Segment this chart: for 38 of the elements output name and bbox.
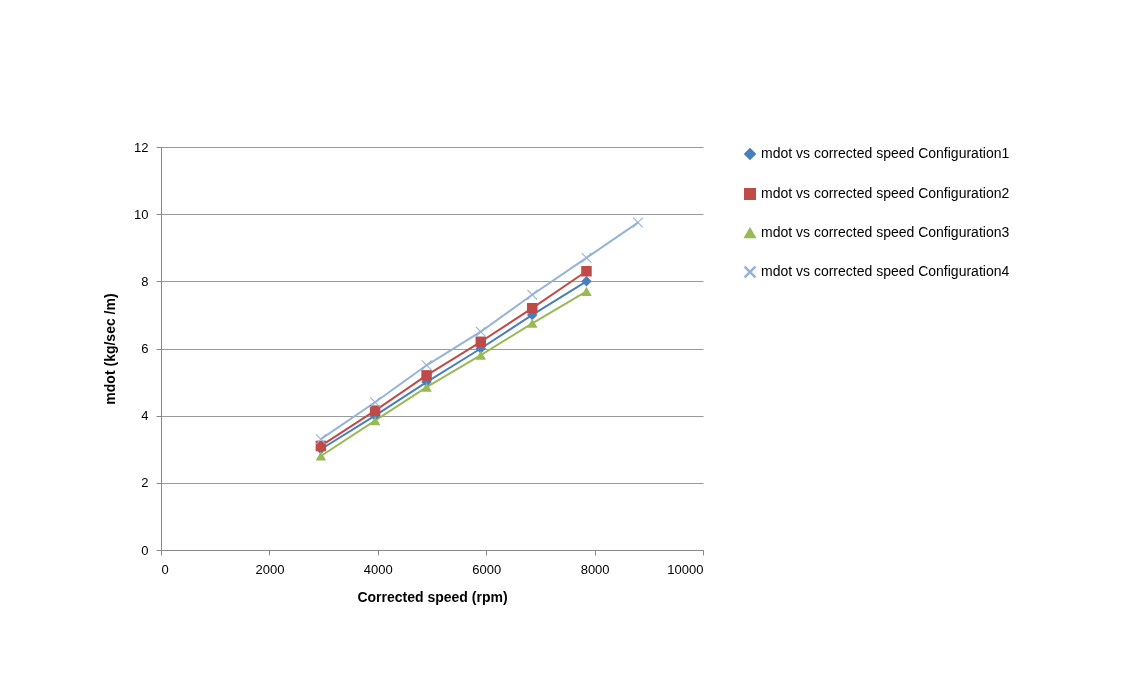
point: [315, 433, 327, 445]
y-tick-label: 4: [141, 408, 149, 424]
point: [475, 326, 487, 337]
y-axis-title: mdot (kg/sec /m): [102, 293, 119, 405]
y-tick-label: 2: [141, 475, 149, 491]
point: [421, 360, 432, 371]
legend-label: mdot vs corrected speed Configuration3: [761, 224, 1010, 240]
point: [475, 350, 487, 360]
legend-label: mdot vs corrected speed Configuration4: [761, 263, 1010, 279]
y-tick-label: 0: [141, 542, 149, 558]
x-tick-label: 4000: [363, 561, 393, 577]
x-tick-label: 10000: [667, 561, 704, 577]
point: [581, 286, 592, 296]
point: [421, 382, 432, 392]
point: [527, 289, 538, 301]
point: [527, 318, 538, 328]
point: [369, 416, 381, 426]
point: [369, 405, 381, 416]
point: [632, 217, 644, 228]
point: [581, 252, 592, 264]
x-tick-label: 2000: [255, 561, 285, 577]
x-tick-label: 8000: [580, 561, 610, 577]
x-tick-label: 6000: [472, 561, 502, 577]
point: [581, 266, 592, 277]
legend-label: mdot vs corrected speed Configuration1: [761, 145, 1010, 161]
x-tick-label: 0: [161, 561, 169, 577]
y-tick-label: 12: [134, 139, 149, 155]
point: [315, 451, 327, 461]
point: [369, 396, 381, 408]
legend-label: mdot vs corrected speed Configuration2: [761, 185, 1010, 201]
y-tick-label: 10: [134, 206, 149, 222]
point: [527, 302, 538, 314]
point: [475, 336, 487, 348]
point: [421, 370, 432, 381]
y-tick-label: 6: [141, 341, 149, 356]
point: [581, 276, 592, 287]
y-tick-label: 8: [141, 273, 149, 289]
x-axis-title: Corrected speed (rpm): [357, 588, 508, 605]
